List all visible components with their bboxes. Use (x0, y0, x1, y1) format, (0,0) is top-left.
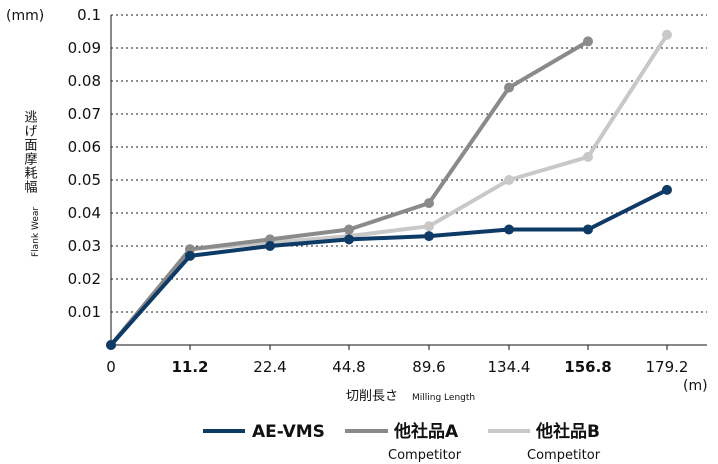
grid-lines (111, 15, 707, 312)
x-tick-label: 22.4 (253, 358, 286, 376)
y-tick-label: 0.08 (68, 72, 101, 90)
data-point (344, 234, 354, 244)
series-3 (106, 30, 672, 350)
data-point (185, 251, 195, 261)
y-tick-label: 0.09 (68, 39, 101, 57)
legend-label: AE-VMS (252, 422, 325, 442)
x-tick-labels: 0 11.2 22.4 44.8 89.6 134.4 156.8 179.2 (106, 358, 688, 376)
series-2 (106, 36, 593, 350)
legend: AE-VMS 他社品A Competitor 他社品B Competitor (203, 421, 601, 463)
x-tick-label: 0 (106, 358, 116, 376)
x-tick-label: 44.8 (332, 358, 365, 376)
legend-item: 他社品B Competitor (488, 421, 601, 463)
y-axis-title: 逃げ面摩耗幅 (22, 110, 38, 194)
data-point (504, 83, 514, 93)
x-tick-label: 11.2 (171, 358, 208, 376)
legend-item: AE-VMS (203, 422, 325, 442)
legend-label: 他社品B (535, 421, 600, 442)
series-lines (106, 30, 672, 350)
legend-sublabel: Competitor (527, 448, 601, 463)
x-tick-label: 89.6 (412, 358, 445, 376)
data-point (583, 36, 593, 46)
y-tick-label: 0.07 (68, 105, 101, 123)
legend-sublabel: Competitor (388, 448, 462, 463)
legend-label: 他社品A (393, 421, 459, 442)
x-axis-subtitle: Milling Length (412, 393, 475, 403)
series-line (111, 41, 588, 345)
x-tick-label: 179.2 (646, 358, 689, 376)
y-tick-label: 0.02 (68, 270, 101, 288)
y-tick-label: 0.01 (68, 303, 101, 321)
x-tick-label: 134.4 (488, 358, 531, 376)
y-tick-label: 0.04 (68, 204, 101, 222)
y-tick-label: 0.06 (68, 138, 101, 156)
y-tick-labels: 0.01 0.02 0.03 0.04 0.05 0.06 0.07 0.08 0.09 0.1 (68, 6, 101, 321)
series-line (111, 35, 667, 345)
y-tick-label: 0.03 (68, 237, 101, 255)
data-point (265, 241, 275, 251)
data-point (424, 198, 434, 208)
y-axis-subtitle: Flank Wear (31, 207, 41, 257)
series-1 (106, 185, 672, 350)
data-point (344, 225, 354, 235)
legend-item: 他社品A Competitor (345, 421, 462, 463)
data-point (424, 231, 434, 241)
x-tick-label: 156.8 (564, 358, 611, 376)
series-line (111, 190, 667, 345)
y-tick-label: 0.1 (77, 6, 101, 24)
y-tick-label: 0.05 (68, 171, 101, 189)
data-point (583, 152, 593, 162)
data-point (106, 340, 116, 350)
data-point (662, 185, 672, 195)
axes (111, 15, 707, 350)
x-axis-title: 切削長さ (346, 389, 398, 404)
y-unit-label: (mm) (6, 8, 44, 24)
x-unit-label: (m) (683, 378, 708, 394)
data-point (583, 225, 593, 235)
data-point (424, 221, 434, 231)
data-point (504, 175, 514, 185)
data-point (662, 30, 672, 40)
data-point (504, 225, 514, 235)
